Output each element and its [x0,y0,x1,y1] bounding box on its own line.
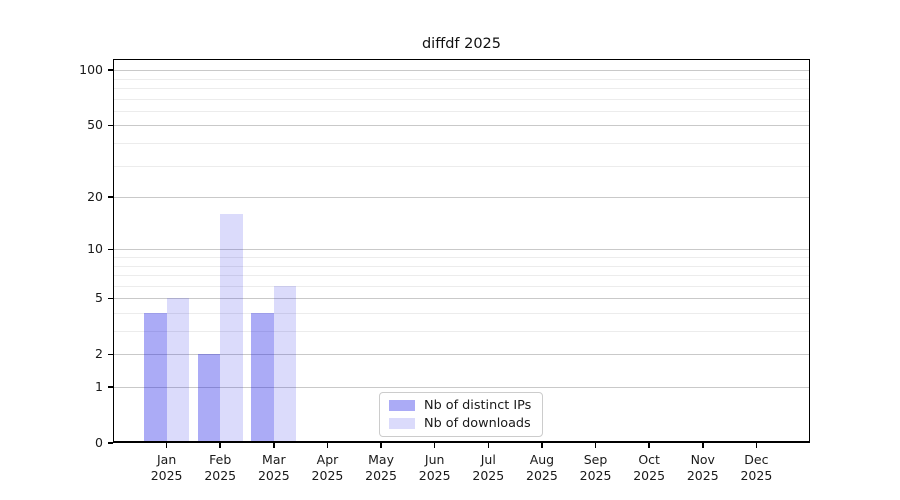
bar-distinct-ips-jan [144,313,167,443]
axis-spine-left [113,59,115,443]
chart-title: diffdf 2025 [421,36,502,52]
y-tick-mark [108,442,113,444]
x-tick-label-jun: Jun 2025 [418,452,451,483]
gridline-minor [113,165,810,167]
gridline-minor [113,110,810,112]
x-tick-label-nov: Nov 2025 [686,452,719,483]
x-tick-label-may: May 2025 [365,452,397,483]
y-tick-label: 20 [87,189,103,205]
y-tick-mark [108,386,113,388]
x-tick-mark [541,443,543,448]
x-tick-mark [755,443,758,448]
gridline-minor [113,312,810,314]
x-tick-label-jul: Jul 2025 [472,452,505,483]
axis-spine-top [113,59,810,61]
x-tick-label-sep: Sep 2025 [579,452,612,483]
axis-spine-right [808,59,810,443]
legend: Nb of distinct IPs Nb of downloads [379,392,544,437]
y-tick-mark [108,196,113,198]
bar-distinct-ips-feb [197,354,221,443]
bar-downloads-mar [273,285,297,443]
bar-distinct-ips-mar [251,313,274,443]
legend-swatch-downloads [389,418,415,429]
gridline-major [113,354,810,356]
x-tick-mark [165,443,168,448]
x-tick-mark [487,443,490,448]
y-tick-label: 2 [95,346,103,362]
gridline-major [113,125,810,127]
gridline-minor [113,98,810,100]
gridline-minor [113,256,810,258]
gridline-minor [113,285,810,287]
x-tick-label-mar: Mar 2025 [257,452,290,483]
bar-downloads-jan [166,298,190,443]
legend-swatch-distinct-ips [389,400,415,411]
x-tick-mark [380,443,382,448]
x-tick-label-aug: Aug 2025 [526,452,558,483]
gridline-major [113,70,810,72]
x-tick-mark [219,443,221,448]
plot-area [113,59,810,443]
x-tick-mark [326,443,329,448]
x-tick-mark [648,443,650,448]
y-tick-mark [108,297,113,299]
x-tick-label-feb: Feb 2025 [204,452,237,483]
x-tick-mark [594,443,597,448]
y-tick-mark [108,124,113,127]
y-tick-label: 5 [95,290,103,306]
x-tick-label-oct: Oct 2025 [633,452,666,483]
y-tick-mark [108,69,113,71]
axis-spine-bottom [113,441,810,443]
legend-item-downloads: Nb of downloads [389,416,531,431]
gridline-major [113,298,810,300]
y-tick-label: 0 [95,435,103,450]
x-tick-label-apr: Apr 2025 [311,452,344,483]
x-tick-mark [273,443,275,448]
gridline-minor [113,265,810,267]
x-tick-label-dec: Dec 2025 [740,452,773,483]
y-tick-label: 1 [95,379,103,394]
x-tick-mark [702,443,704,448]
legend-label-downloads: Nb of downloads [424,416,531,431]
bar-downloads-feb [220,214,243,443]
gridline-minor [113,78,810,80]
gridline-minor [113,143,810,144]
gridline-major [113,387,810,388]
gridline-major [113,249,810,251]
x-tick-label-jan: Jan 2025 [150,452,183,483]
gridline-minor [113,88,810,89]
legend-item-distinct-ips: Nb of distinct IPs [389,398,531,413]
x-tick-mark [433,443,436,448]
gridline-minor [113,331,810,332]
y-tick-label: 50 [87,117,103,133]
y-tick-mark [108,353,113,355]
gridline-minor [113,275,810,277]
y-tick-label: 100 [79,62,103,78]
legend-label-distinct-ips: Nb of distinct IPs [424,398,532,413]
gridline-major [113,197,810,199]
y-tick-mark [108,248,113,251]
y-tick-label: 10 [87,241,103,257]
